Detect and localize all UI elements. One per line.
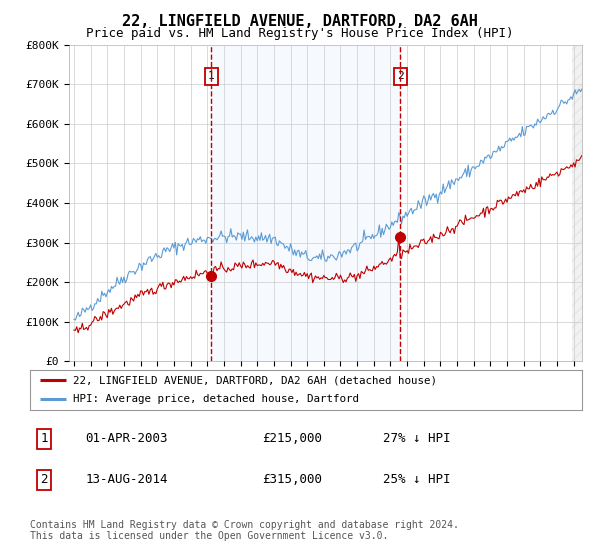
- Text: £315,000: £315,000: [262, 473, 322, 486]
- Text: Contains HM Land Registry data © Crown copyright and database right 2024.
This d: Contains HM Land Registry data © Crown c…: [30, 520, 459, 542]
- Text: 27% ↓ HPI: 27% ↓ HPI: [383, 432, 451, 445]
- Text: 22, LINGFIELD AVENUE, DARTFORD, DA2 6AH: 22, LINGFIELD AVENUE, DARTFORD, DA2 6AH: [122, 14, 478, 29]
- Text: 1: 1: [208, 72, 215, 81]
- Text: HPI: Average price, detached house, Dartford: HPI: Average price, detached house, Dart…: [73, 394, 359, 404]
- Text: Price paid vs. HM Land Registry's House Price Index (HPI): Price paid vs. HM Land Registry's House …: [86, 27, 514, 40]
- Text: 13-AUG-2014: 13-AUG-2014: [85, 473, 168, 486]
- Bar: [572, 45, 582, 361]
- Text: 25% ↓ HPI: 25% ↓ HPI: [383, 473, 451, 486]
- Text: 22, LINGFIELD AVENUE, DARTFORD, DA2 6AH (detached house): 22, LINGFIELD AVENUE, DARTFORD, DA2 6AH …: [73, 376, 437, 385]
- Text: 1: 1: [40, 432, 47, 445]
- Text: 01-APR-2003: 01-APR-2003: [85, 432, 168, 445]
- Bar: [211, 45, 400, 361]
- Text: £215,000: £215,000: [262, 432, 322, 445]
- Text: 2: 2: [40, 473, 47, 486]
- Text: 2: 2: [397, 72, 404, 81]
